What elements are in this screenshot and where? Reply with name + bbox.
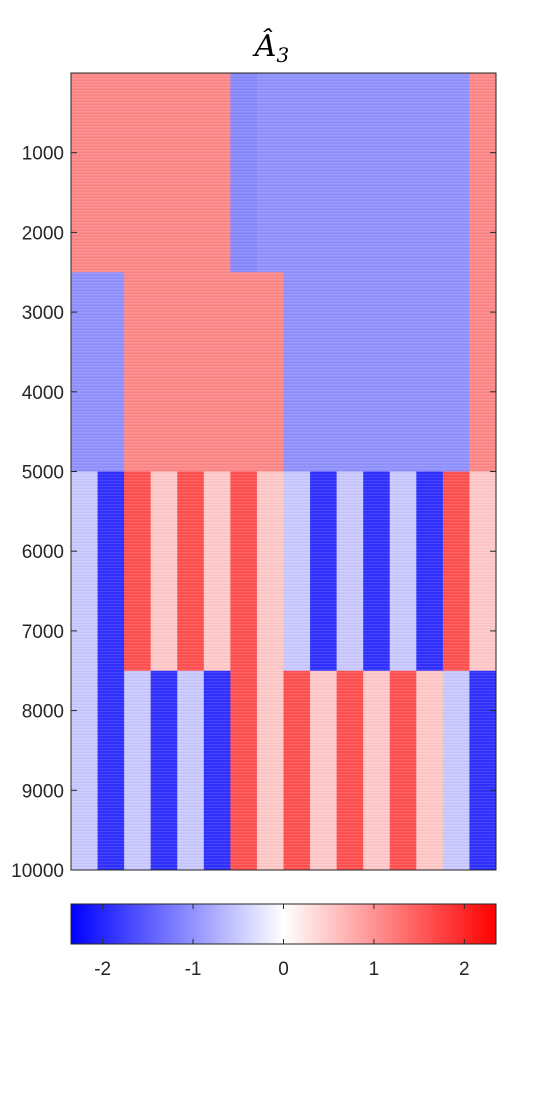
y-tick-label: 8000	[22, 702, 64, 723]
heatmap-texture	[71, 73, 496, 870]
y-tick-label: 6000	[22, 542, 64, 563]
colorbar-tick-label: 2	[459, 959, 470, 980]
chart-title: Â3	[252, 28, 289, 67]
y-tick-label: 7000	[22, 622, 64, 643]
y-tick-label: 10000	[11, 861, 64, 882]
colorbar-tick-label: -1	[185, 959, 202, 980]
y-tick-label: 1000	[22, 144, 64, 165]
y-axis: 1000 2000 3000 4000 5000 6000 7000 8000 9000 1000…	[11, 144, 496, 882]
y-tick-label: 9000	[22, 781, 64, 802]
chart-title-subscript: 3	[276, 43, 289, 67]
y-tick-label: 3000	[22, 303, 64, 324]
y-tick-label: 2000	[22, 223, 64, 244]
colorbar-gradient	[71, 904, 496, 944]
colorbar-tick-label: 1	[369, 959, 380, 980]
y-tick-label: 4000	[22, 383, 64, 404]
y-tick-label: 5000	[22, 463, 64, 484]
colorbar-tick-label: -2	[94, 959, 111, 980]
chart-title-main: Â	[252, 28, 277, 64]
colorbar-tick-label: 0	[278, 959, 289, 980]
colorbar-axis: -2 -1 0 1 2	[94, 904, 470, 980]
